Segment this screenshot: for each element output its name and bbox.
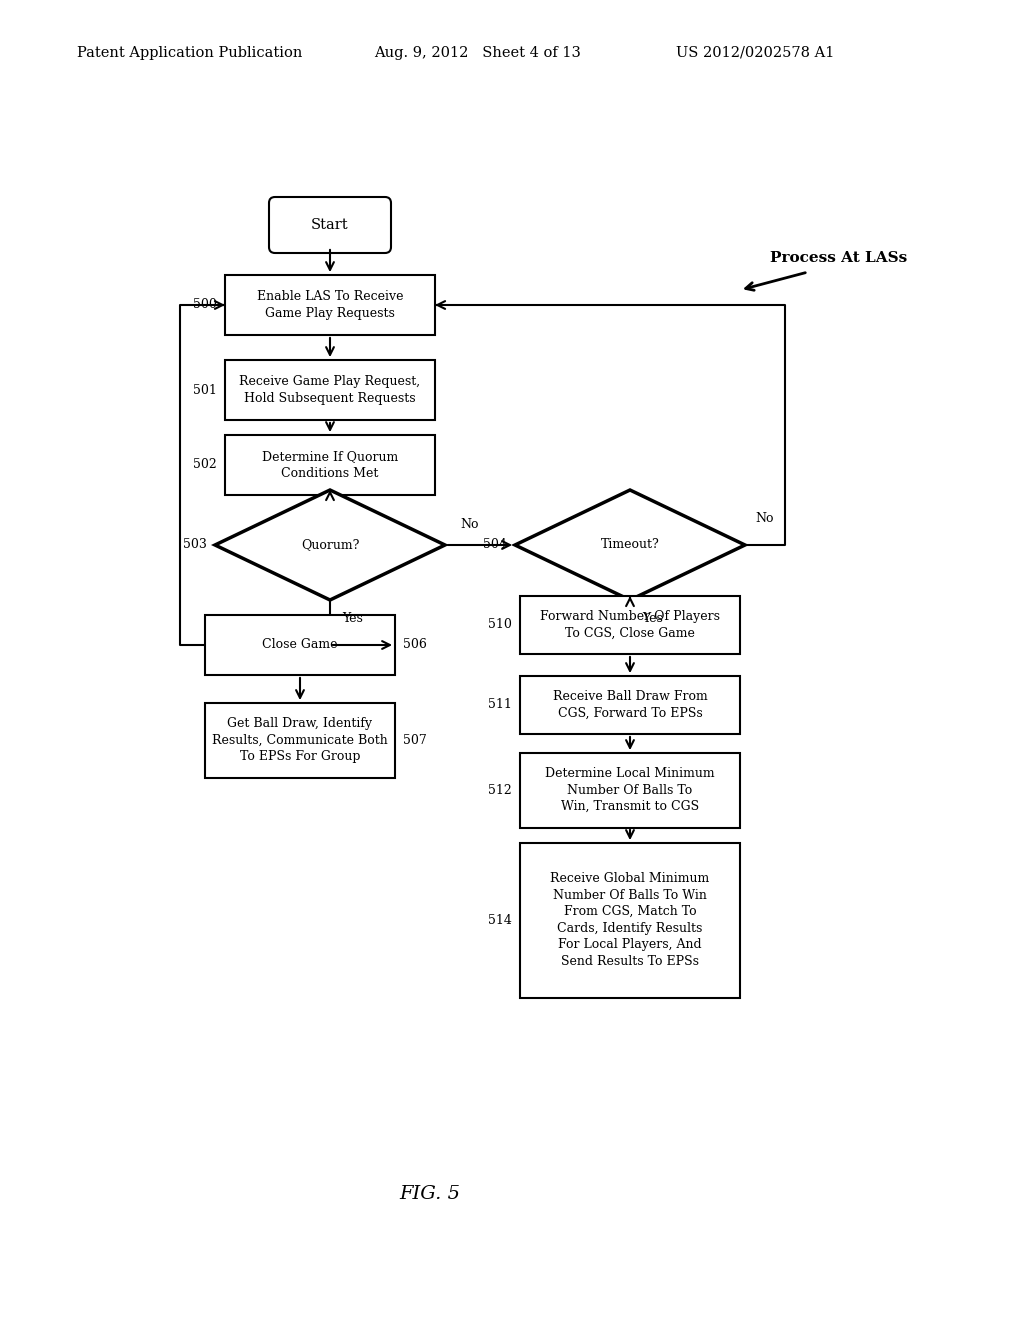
Text: 510: 510 (488, 619, 512, 631)
Text: 500: 500 (194, 298, 217, 312)
Text: Receive Global Minimum
Number Of Balls To Win
From CGS, Match To
Cards, Identify: Receive Global Minimum Number Of Balls T… (550, 873, 710, 968)
Text: Timeout?: Timeout? (601, 539, 659, 552)
Text: Yes: Yes (342, 612, 362, 624)
Text: Quorum?: Quorum? (301, 539, 359, 552)
Text: Yes: Yes (642, 612, 663, 624)
Text: 502: 502 (194, 458, 217, 471)
Text: Enable LAS To Receive
Game Play Requests: Enable LAS To Receive Game Play Requests (257, 290, 403, 319)
Bar (520, 842, 740, 998)
FancyBboxPatch shape (269, 197, 391, 253)
Text: 511: 511 (488, 698, 512, 711)
Text: 504: 504 (483, 539, 507, 552)
Text: Close Game: Close Game (262, 639, 338, 652)
Text: Receive Ball Draw From
CGS, Forward To EPSs: Receive Ball Draw From CGS, Forward To E… (553, 690, 708, 719)
Text: 507: 507 (403, 734, 427, 747)
Text: Get Ball Draw, Identify
Results, Communicate Both
To EPSs For Group: Get Ball Draw, Identify Results, Communi… (212, 717, 388, 763)
Polygon shape (515, 490, 745, 601)
Text: Start: Start (311, 218, 349, 232)
Text: Receive Game Play Request,
Hold Subsequent Requests: Receive Game Play Request, Hold Subseque… (240, 375, 421, 405)
Text: FIG. 5: FIG. 5 (399, 1184, 461, 1203)
Text: US 2012/0202578 A1: US 2012/0202578 A1 (676, 46, 835, 59)
Bar (225, 360, 435, 420)
Text: No: No (461, 517, 479, 531)
Bar (225, 275, 435, 335)
Text: Patent Application Publication: Patent Application Publication (77, 46, 302, 59)
Text: Aug. 9, 2012   Sheet 4 of 13: Aug. 9, 2012 Sheet 4 of 13 (374, 46, 581, 59)
Text: Determine Local Minimum
Number Of Balls To
Win, Transmit to CGS: Determine Local Minimum Number Of Balls … (545, 767, 715, 813)
Bar (520, 752, 740, 828)
Text: Determine If Quorum
Conditions Met: Determine If Quorum Conditions Met (262, 450, 398, 479)
Text: 506: 506 (403, 639, 427, 652)
Bar (205, 615, 395, 675)
Bar (205, 702, 395, 777)
Bar (520, 597, 740, 653)
Text: 512: 512 (488, 784, 512, 796)
Bar (225, 436, 435, 495)
Polygon shape (215, 490, 445, 601)
Bar (520, 676, 740, 734)
Text: Forward Number Of Players
To CGS, Close Game: Forward Number Of Players To CGS, Close … (540, 610, 720, 640)
Text: No: No (755, 512, 773, 525)
Text: Process At LASs: Process At LASs (770, 251, 907, 265)
Text: 514: 514 (488, 913, 512, 927)
Text: 501: 501 (194, 384, 217, 396)
Text: 503: 503 (183, 539, 207, 552)
